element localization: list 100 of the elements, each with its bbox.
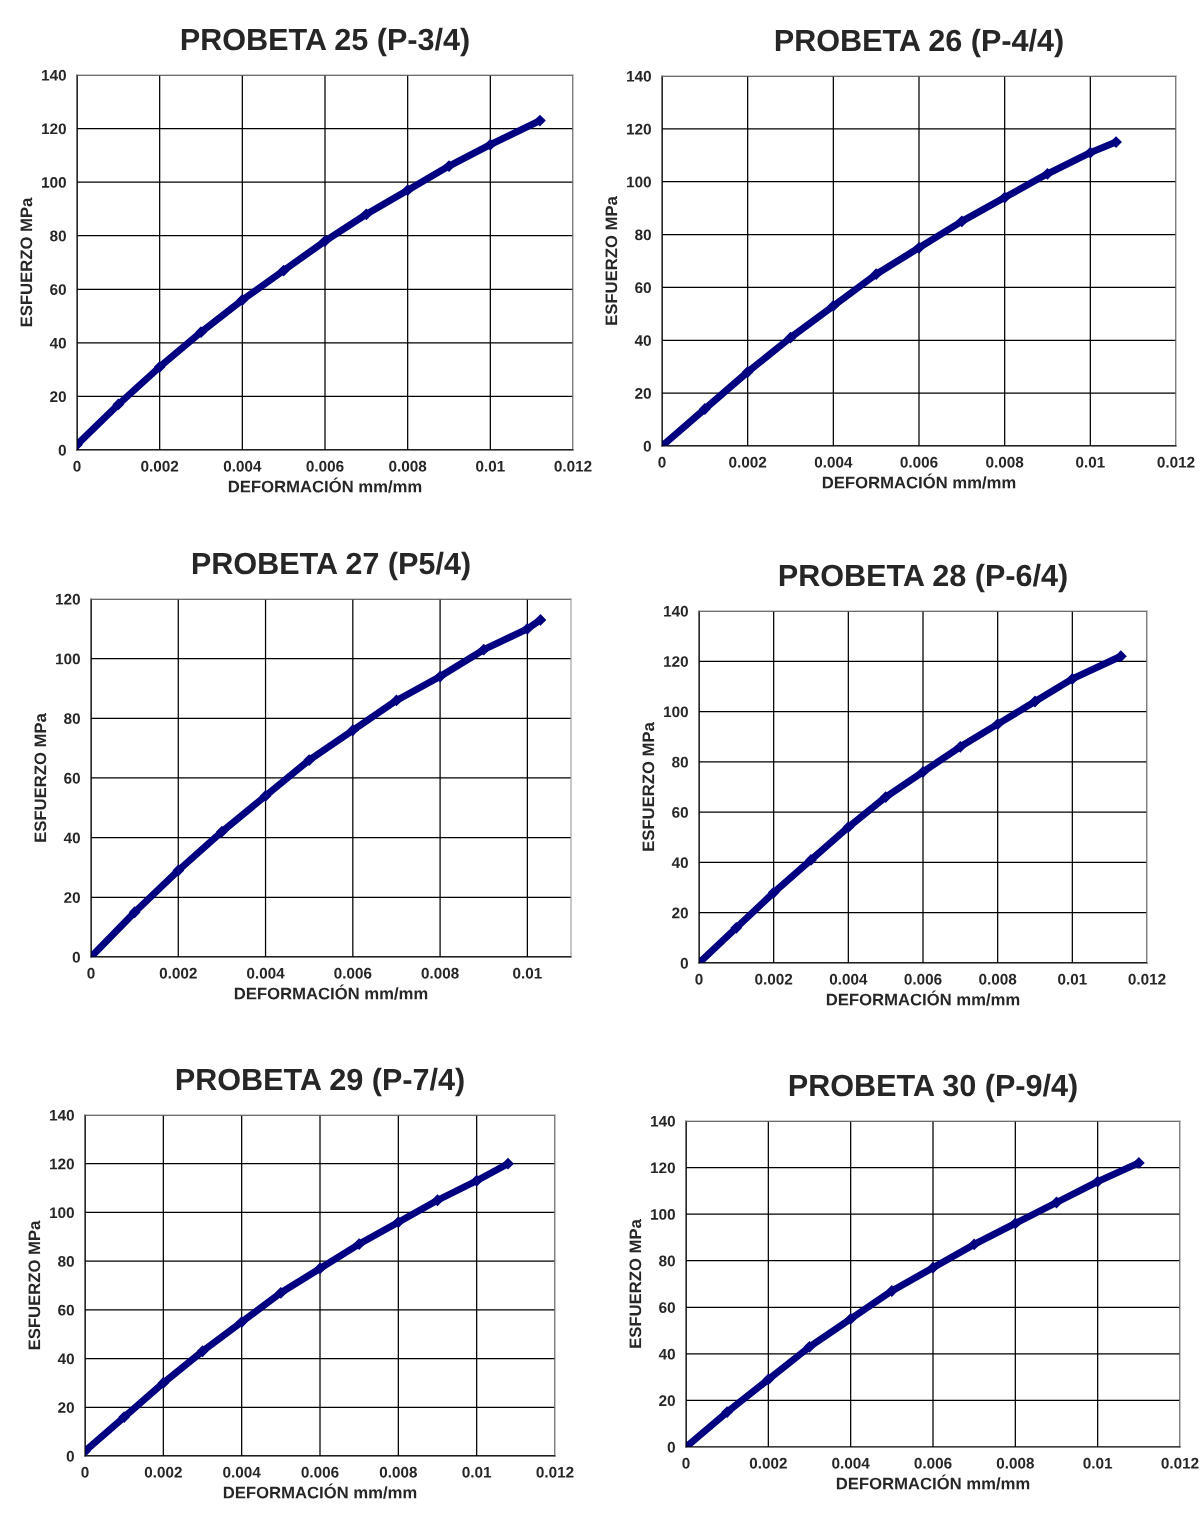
x-tick-label: 0.012 — [536, 1466, 574, 1478]
x-tick-label: 0.006 — [306, 460, 344, 472]
x-tick-label: 0.002 — [144, 1466, 182, 1478]
y-tick-label: 100 — [664, 706, 688, 718]
y-tick-label: 40 — [671, 857, 688, 869]
y-axis-title: ESFUERZO MPa — [28, 1220, 41, 1350]
x-tick-label: 0.01 — [476, 460, 505, 472]
y-tick-label: 100 — [42, 177, 66, 188]
point — [477, 643, 490, 656]
point — [277, 264, 290, 277]
x-tick-label: 0 — [695, 973, 703, 985]
x-axis-title: DEFORMACIÓN mm/mm — [228, 477, 422, 493]
x-tick-label: 0.002 — [141, 460, 179, 472]
point — [434, 670, 446, 683]
point — [842, 821, 855, 834]
x-tick-label: 0.006 — [900, 456, 938, 468]
point — [502, 1157, 514, 1170]
y-tick-label: 100 — [56, 653, 80, 665]
point — [303, 754, 316, 766]
y-tick-label: 120 — [651, 1162, 675, 1174]
point — [236, 294, 249, 306]
point — [521, 622, 534, 635]
x-tick-label: 0.01 — [1058, 973, 1087, 985]
point — [534, 114, 546, 127]
y-tick-label: 20 — [64, 892, 80, 904]
chart-title: PROBETA 28 (P-6/4) — [779, 563, 1067, 593]
y-tick-label: 0 — [667, 1441, 675, 1453]
point — [827, 300, 840, 312]
y-tick-label: 140 — [42, 69, 66, 81]
x-tick-label: 0.006 — [914, 1457, 952, 1469]
x-tick-label: 0.006 — [334, 967, 372, 979]
point — [954, 740, 967, 753]
y-tick-label: 0 — [72, 951, 80, 963]
x-tick-label: 0.004 — [223, 1466, 261, 1478]
y-tick-label: 20 — [659, 1395, 675, 1407]
chart-title: PROBETA 30 (P-9/4) — [789, 1073, 1077, 1103]
chart-title: PROBETA 26 (P-4/4) — [775, 28, 1063, 58]
point — [803, 1340, 816, 1353]
x-tick-label: 0.01 — [513, 967, 542, 979]
y-tick-label: 100 — [627, 176, 651, 188]
point — [392, 1216, 405, 1229]
x-tick-label: 0.006 — [904, 973, 942, 985]
point — [235, 1316, 248, 1328]
point — [401, 184, 414, 197]
x-tick-label: 0.004 — [247, 967, 285, 979]
x-tick-label: 0 — [87, 967, 95, 979]
point — [118, 1411, 131, 1423]
point — [730, 921, 743, 934]
point — [172, 864, 185, 877]
x-tick-label: 0.002 — [159, 967, 197, 979]
y-tick-label: 140 — [50, 1109, 74, 1121]
point — [346, 724, 359, 737]
y-tick-label: 40 — [57, 1353, 74, 1365]
point — [721, 1406, 734, 1418]
y-axis-title: ESFUERZO MPa — [629, 1219, 642, 1348]
y-axis-title: ESFUERZO MPa — [605, 196, 618, 325]
point — [879, 791, 892, 803]
x-tick-label: 0.008 — [389, 460, 427, 472]
y-tick-label: 120 — [50, 1158, 74, 1170]
y-tick-label: 0 — [58, 444, 66, 456]
x-tick-label: 0.012 — [1128, 973, 1166, 985]
point — [360, 208, 373, 221]
y-tick-label: 60 — [58, 1304, 74, 1316]
y-tick-label: 80 — [50, 230, 66, 242]
y-tick-label: 80 — [58, 1256, 74, 1267]
point — [128, 906, 141, 919]
x-axis-title: DEFORMACIÓN mm/mm — [826, 990, 1020, 1006]
x-tick-label: 0.008 — [996, 1457, 1034, 1469]
x-tick-label: 0.002 — [755, 973, 793, 985]
x-tick-label: 0.004 — [223, 460, 262, 472]
y-tick-label: 20 — [635, 388, 651, 399]
y-tick-label: 40 — [63, 832, 80, 844]
chart-title: PROBETA 29 (P-7/4) — [176, 1067, 464, 1097]
point — [927, 1261, 939, 1274]
point — [390, 694, 403, 707]
y-tick-label: 120 — [42, 123, 66, 135]
y-tick-label: 120 — [627, 123, 651, 135]
point — [784, 331, 797, 344]
point — [767, 886, 780, 899]
x-tick-label: 0.008 — [379, 1466, 417, 1478]
x-tick-label: 0.008 — [986, 456, 1024, 468]
y-tick-label: 100 — [651, 1209, 675, 1220]
x-axis-title: DEFORMACIÓN mm/mm — [234, 984, 428, 1000]
x-tick-label: 0.004 — [832, 1457, 870, 1469]
y-tick-label: 60 — [64, 772, 80, 784]
point — [844, 1313, 857, 1325]
x-tick-label: 0.01 — [462, 1466, 492, 1478]
y-tick-label: 120 — [664, 656, 688, 667]
point — [885, 1285, 898, 1297]
chart-title: PROBETA 27 (P5/4) — [192, 551, 470, 581]
x-tick-label: 0.012 — [1157, 456, 1195, 468]
point — [762, 1373, 775, 1386]
point — [870, 268, 883, 281]
y-tick-label: 80 — [64, 713, 80, 725]
point — [991, 718, 1004, 731]
point — [968, 1238, 981, 1251]
point — [274, 1286, 287, 1299]
point — [314, 1262, 326, 1275]
point — [698, 403, 711, 415]
y-tick-label: 60 — [635, 282, 651, 294]
